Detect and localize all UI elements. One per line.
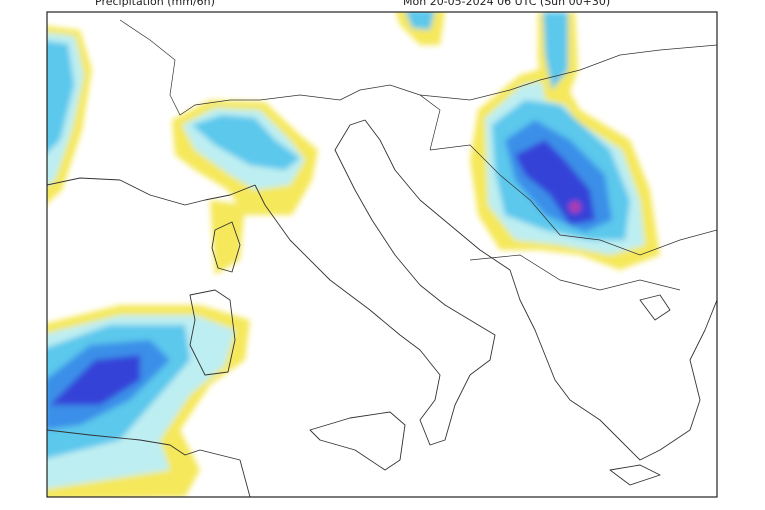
map-timestamp: Mon 20-05-2024 06 UTC (Sun 00+30) — [403, 0, 610, 8]
map-title: Precipitation (mm/6h) — [95, 0, 215, 8]
map-frame — [46, 11, 718, 498]
coastlines — [47, 19, 717, 497]
map-area — [47, 12, 717, 497]
precipitation-field — [47, 12, 660, 497]
